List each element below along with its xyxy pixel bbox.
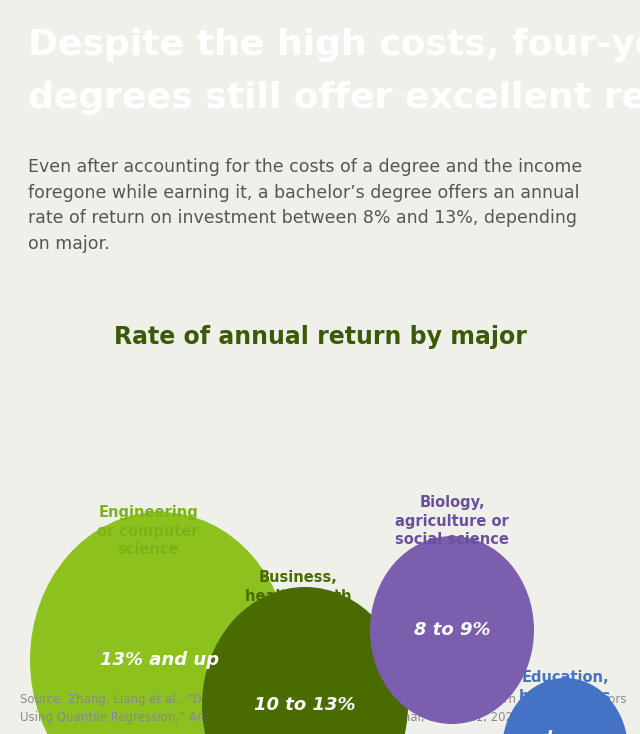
Text: Biology,
agriculture or
social science: Biology, agriculture or social science (395, 495, 509, 548)
Text: 13% and up: 13% and up (100, 651, 220, 669)
Ellipse shape (370, 536, 534, 724)
Ellipse shape (30, 512, 290, 734)
Text: 8 to 9%: 8 to 9% (413, 621, 490, 639)
Text: Engineering
or computer
science: Engineering or computer science (97, 505, 199, 557)
Text: Rate of annual return by major: Rate of annual return by major (113, 325, 527, 349)
Text: degrees still offer excellent returns: degrees still offer excellent returns (28, 81, 640, 115)
Text: 10 to 13%: 10 to 13% (254, 696, 356, 714)
Text: Source: Zhang, Liang et al., “Degrees of Return: Estimating Internal Rates of Re: Source: Zhang, Liang et al., “Degrees of… (20, 694, 627, 724)
Text: Despite the high costs, four-year: Despite the high costs, four-year (28, 28, 640, 62)
Text: Business,
health, math
or science: Business, health, math or science (244, 570, 351, 622)
Text: Even after accounting for the costs of a degree and the income
foregone while ea: Even after accounting for the costs of a… (28, 158, 582, 253)
Text: Education,
humanities
and arts: Education, humanities and arts (519, 670, 611, 722)
Ellipse shape (202, 587, 408, 734)
Ellipse shape (502, 678, 628, 734)
Text: less
than 8%: less than 8% (524, 730, 607, 734)
